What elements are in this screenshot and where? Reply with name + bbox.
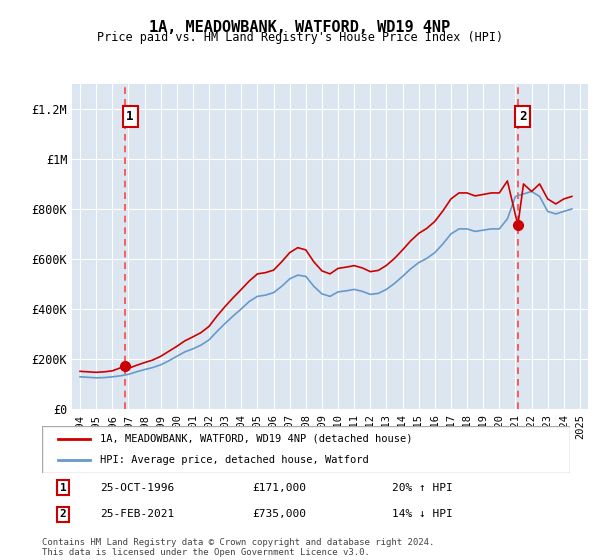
Text: 20% ↑ HPI: 20% ↑ HPI	[392, 483, 452, 493]
Text: HPI: Average price, detached house, Watford: HPI: Average price, detached house, Watf…	[100, 455, 369, 465]
Text: 1A, MEADOWBANK, WATFORD, WD19 4NP: 1A, MEADOWBANK, WATFORD, WD19 4NP	[149, 20, 451, 35]
Text: 25-OCT-1996: 25-OCT-1996	[100, 483, 174, 493]
Text: 2: 2	[519, 110, 526, 123]
Text: 14% ↓ HPI: 14% ↓ HPI	[392, 509, 452, 519]
FancyBboxPatch shape	[42, 426, 570, 473]
Text: 25-FEB-2021: 25-FEB-2021	[100, 509, 174, 519]
Text: 1: 1	[126, 110, 134, 123]
Text: £171,000: £171,000	[253, 483, 307, 493]
Text: £735,000: £735,000	[253, 509, 307, 519]
Text: 1A, MEADOWBANK, WATFORD, WD19 4NP (detached house): 1A, MEADOWBANK, WATFORD, WD19 4NP (detac…	[100, 434, 413, 444]
Text: 1: 1	[60, 483, 67, 493]
Text: 2: 2	[60, 509, 67, 519]
Text: Price paid vs. HM Land Registry's House Price Index (HPI): Price paid vs. HM Land Registry's House …	[97, 31, 503, 44]
Text: Contains HM Land Registry data © Crown copyright and database right 2024.
This d: Contains HM Land Registry data © Crown c…	[42, 538, 434, 557]
